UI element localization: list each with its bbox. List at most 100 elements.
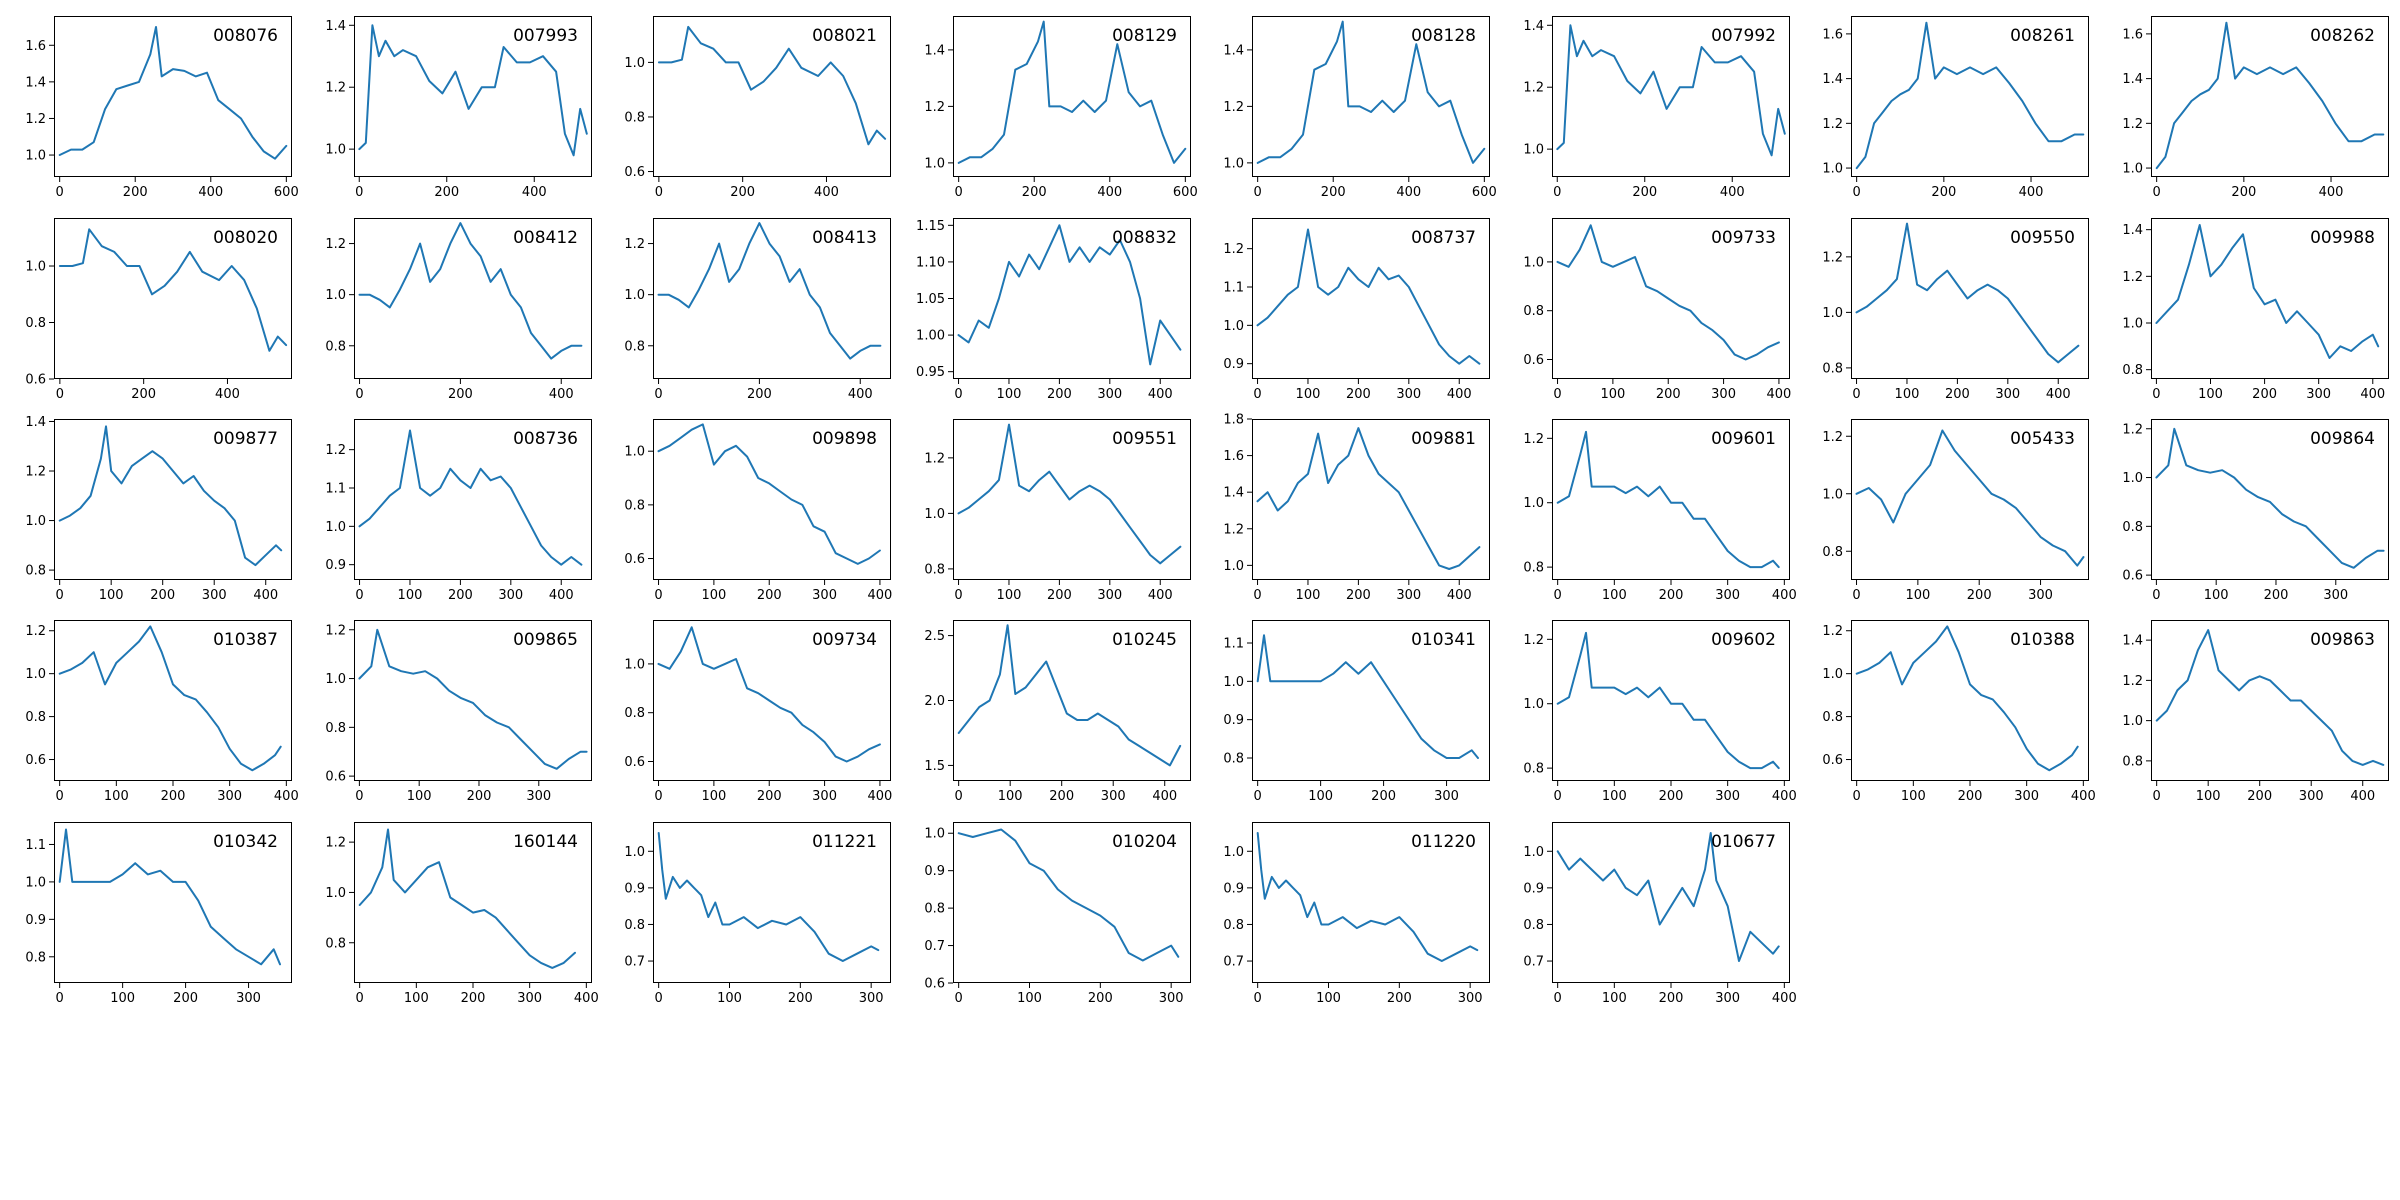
axes-frame (1851, 620, 2089, 781)
x-tick-label: 100 (1600, 387, 1625, 402)
x-tick-label: 300 (1711, 387, 1736, 402)
y-tick-label: 1.4 (25, 75, 46, 90)
x-tick-label: 400 (1719, 185, 1744, 200)
x-tick-label: 300 (1715, 789, 1740, 804)
y-tick-label: 1.0 (325, 143, 346, 158)
x-tick-label: 0 (56, 387, 64, 402)
subplot-008832: 0 100 200 300 400 0.95 1.00 1.05 1.10 1.15 008832 (916, 218, 1191, 402)
axes-frame (653, 822, 891, 983)
y-tick-label: 1.2 (1822, 117, 1843, 132)
y-tick-label: 1.4 (1822, 72, 1843, 87)
x-tick-label: 200 (2252, 387, 2277, 402)
axes-frame (952, 419, 1191, 580)
x-tick-label: 0 (56, 588, 64, 603)
y-tick-label: 1.0 (924, 507, 945, 522)
subplot-svg: 0 100 200 300 400 0.8 1.0 1.2 009601 (1523, 419, 1796, 603)
y-tick-label: 1.0 (624, 657, 645, 672)
subplot-label: 009881 (1411, 429, 1476, 449)
x-tick-label: 0 (1254, 991, 1262, 1006)
y-tick-label: 1.2 (924, 100, 945, 115)
y-tick-label: 1.2 (1223, 100, 1244, 115)
subplot-009877: 0 100 200 300 400 0.8 1.0 1.2 1.4 009877 (25, 415, 292, 603)
subplot-label: 008021 (812, 26, 877, 46)
series-line (1556, 631, 1780, 770)
axes-frame (2150, 419, 2389, 580)
y-tick-label: 1.4 (924, 43, 945, 58)
subplot-label: 008261 (2010, 26, 2075, 46)
subplot-svg: 0 100 200 300 0.7 0.8 0.9 1.0 011221 (624, 822, 891, 1006)
x-tick-label: 100 (1895, 387, 1920, 402)
x-tick-label: 600 (274, 185, 299, 200)
x-tick-label: 0 (1853, 185, 1861, 200)
x-tick-label: 200 (1371, 789, 1396, 804)
subplot-svg: 0 200 400 600 1.0 1.2 1.4 008129 (924, 16, 1197, 200)
axes-frame (2150, 218, 2389, 379)
axes-frame (952, 620, 1191, 781)
x-tick-label: 0 (1253, 588, 1261, 603)
subplot-svg: 0 100 200 300 400 0.9 1.0 1.1 1.2 008736 (325, 419, 592, 603)
subplot-label: 011220 (1411, 832, 1476, 852)
subplot-009863: 0 100 200 300 400 0.8 1.0 1.2 1.4 009863 (2122, 620, 2389, 804)
x-tick-label: 400 (2019, 185, 2044, 200)
y-tick-label: 1.2 (924, 451, 945, 466)
x-tick-label: 100 (406, 789, 431, 804)
x-tick-label: 0 (1553, 789, 1561, 804)
subplot-label: 007992 (1711, 26, 1776, 46)
y-tick-label: 0.8 (1523, 918, 1544, 933)
subplot-label: 010245 (1112, 630, 1177, 650)
subplot-label: 009865 (513, 630, 578, 650)
y-tick-label: 1.1 (1223, 637, 1244, 652)
x-tick-label: 100 (99, 588, 124, 603)
series-line (1256, 427, 1481, 570)
subplot-svg: 0 100 200 300 400 0.6 0.8 1.0 1.2 010387 (25, 620, 299, 804)
series-line (357, 628, 588, 770)
axes-frame (54, 822, 292, 983)
x-tick-label: 400 (573, 991, 598, 1006)
y-tick-label: 1.0 (25, 875, 46, 890)
x-tick-label: 300 (859, 991, 884, 1006)
subplot-svg: 0 100 200 300 0.6 0.7 0.8 0.9 1.0 010204 (924, 822, 1191, 1006)
x-tick-label: 0 (1553, 185, 1561, 200)
axes-frame (353, 16, 592, 177)
y-tick-label: 0.9 (624, 881, 645, 896)
subplot-009601: 0 100 200 300 400 0.8 1.0 1.2 009601 (1523, 419, 1796, 603)
y-tick-label: 1.0 (624, 445, 645, 460)
subplot-svg: 0 200 400 0.6 0.8 1.0 008020 (25, 218, 292, 402)
x-tick-label: 0 (1853, 789, 1861, 804)
x-tick-label: 200 (1658, 588, 1683, 603)
x-tick-label: 300 (1458, 991, 1483, 1006)
axes-frame (1252, 419, 1490, 580)
subplot-010341: 0 100 200 300 0.8 0.9 1.0 1.1 010341 (1223, 620, 1490, 804)
axes-frame (1851, 419, 2089, 580)
x-tick-label: 100 (1601, 588, 1626, 603)
x-tick-label: 200 (1087, 991, 1112, 1006)
x-tick-label: 200 (447, 387, 472, 402)
axes-frame (952, 822, 1191, 983)
y-tick-label: 0.8 (1223, 918, 1244, 933)
x-tick-label: 400 (1147, 387, 1172, 402)
y-tick-label: 1.2 (1223, 522, 1244, 537)
y-tick-label: 1.4 (1523, 19, 1544, 34)
x-tick-label: 400 (2071, 789, 2096, 804)
x-tick-label: 400 (548, 387, 573, 402)
y-tick-label: 1.0 (25, 514, 46, 529)
x-tick-label: 0 (1553, 588, 1561, 603)
series-line (1555, 24, 1786, 157)
x-tick-label: 100 (2198, 387, 2223, 402)
x-tick-label: 200 (1346, 588, 1371, 603)
x-tick-label: 0 (1253, 387, 1261, 402)
y-tick-label: 1.1 (25, 838, 46, 853)
axes-frame (1252, 16, 1490, 177)
y-tick-label: 1.0 (25, 667, 46, 682)
y-tick-label: 0.8 (1822, 710, 1843, 725)
x-tick-label: 200 (730, 185, 755, 200)
y-tick-label: 0.9 (1523, 881, 1544, 896)
x-tick-label: 300 (1097, 387, 1122, 402)
axes-frame (1551, 822, 1790, 983)
x-tick-label: 300 (2298, 789, 2323, 804)
y-tick-label: 0.8 (1223, 752, 1244, 767)
y-tick-label: 1.2 (325, 81, 346, 96)
x-tick-label: 200 (1021, 185, 1046, 200)
x-tick-label: 0 (1254, 185, 1262, 200)
subplot-008412: 0 200 400 0.8 1.0 1.2 008412 (325, 218, 592, 402)
